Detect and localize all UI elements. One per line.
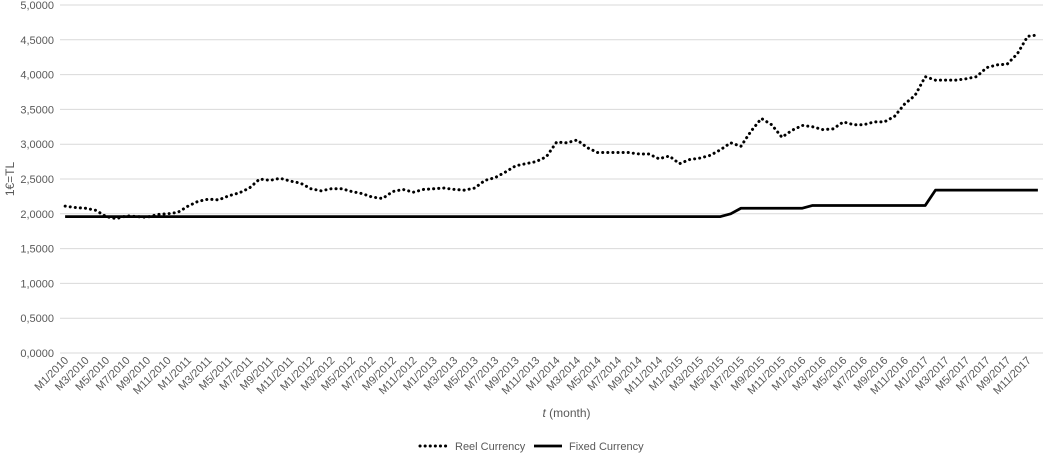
- x-axis-title: t (month): [542, 406, 590, 420]
- series-line-reel-currency: [63, 33, 1040, 221]
- y-tick-label: 2,5000: [20, 174, 54, 186]
- y-axis-title: 1€=TL: [3, 161, 17, 196]
- y-tick-label: 4,0000: [20, 70, 54, 82]
- series-lines: [63, 33, 1040, 221]
- y-tick-label: 1,5000: [20, 244, 54, 256]
- legend: Reel Currency Fixed Currency: [418, 441, 644, 453]
- y-tick-label: 3,5000: [20, 104, 54, 116]
- y-tick-label: 0,0000: [20, 348, 54, 360]
- legend-label: Reel Currency: [455, 441, 526, 453]
- x-axis-tick-labels: M1/2010M3/2010M5/2010M7/2010M9/2010M11/2…: [32, 355, 1033, 398]
- gridlines: [60, 4, 1043, 354]
- y-tick-label: 2,0000: [20, 209, 54, 221]
- y-tick-label: 0,5000: [20, 313, 54, 325]
- y-axis-tick-labels: 0,0000 0,5000 1,0000 1,5000 2,0000 2,5000 3,00…: [20, 0, 54, 360]
- y-tick-label: 1,0000: [20, 278, 54, 290]
- x-axis-title-unit: (month): [546, 406, 591, 420]
- legend-label: Fixed Currency: [569, 441, 644, 453]
- y-tick-label: 4,5000: [20, 35, 54, 47]
- y-tick-label: 3,0000: [20, 139, 54, 151]
- series-line-fixed-currency: [65, 188, 1038, 218]
- x-axis-title-variable: t: [542, 406, 546, 420]
- y-tick-label: 5,0000: [20, 0, 54, 12]
